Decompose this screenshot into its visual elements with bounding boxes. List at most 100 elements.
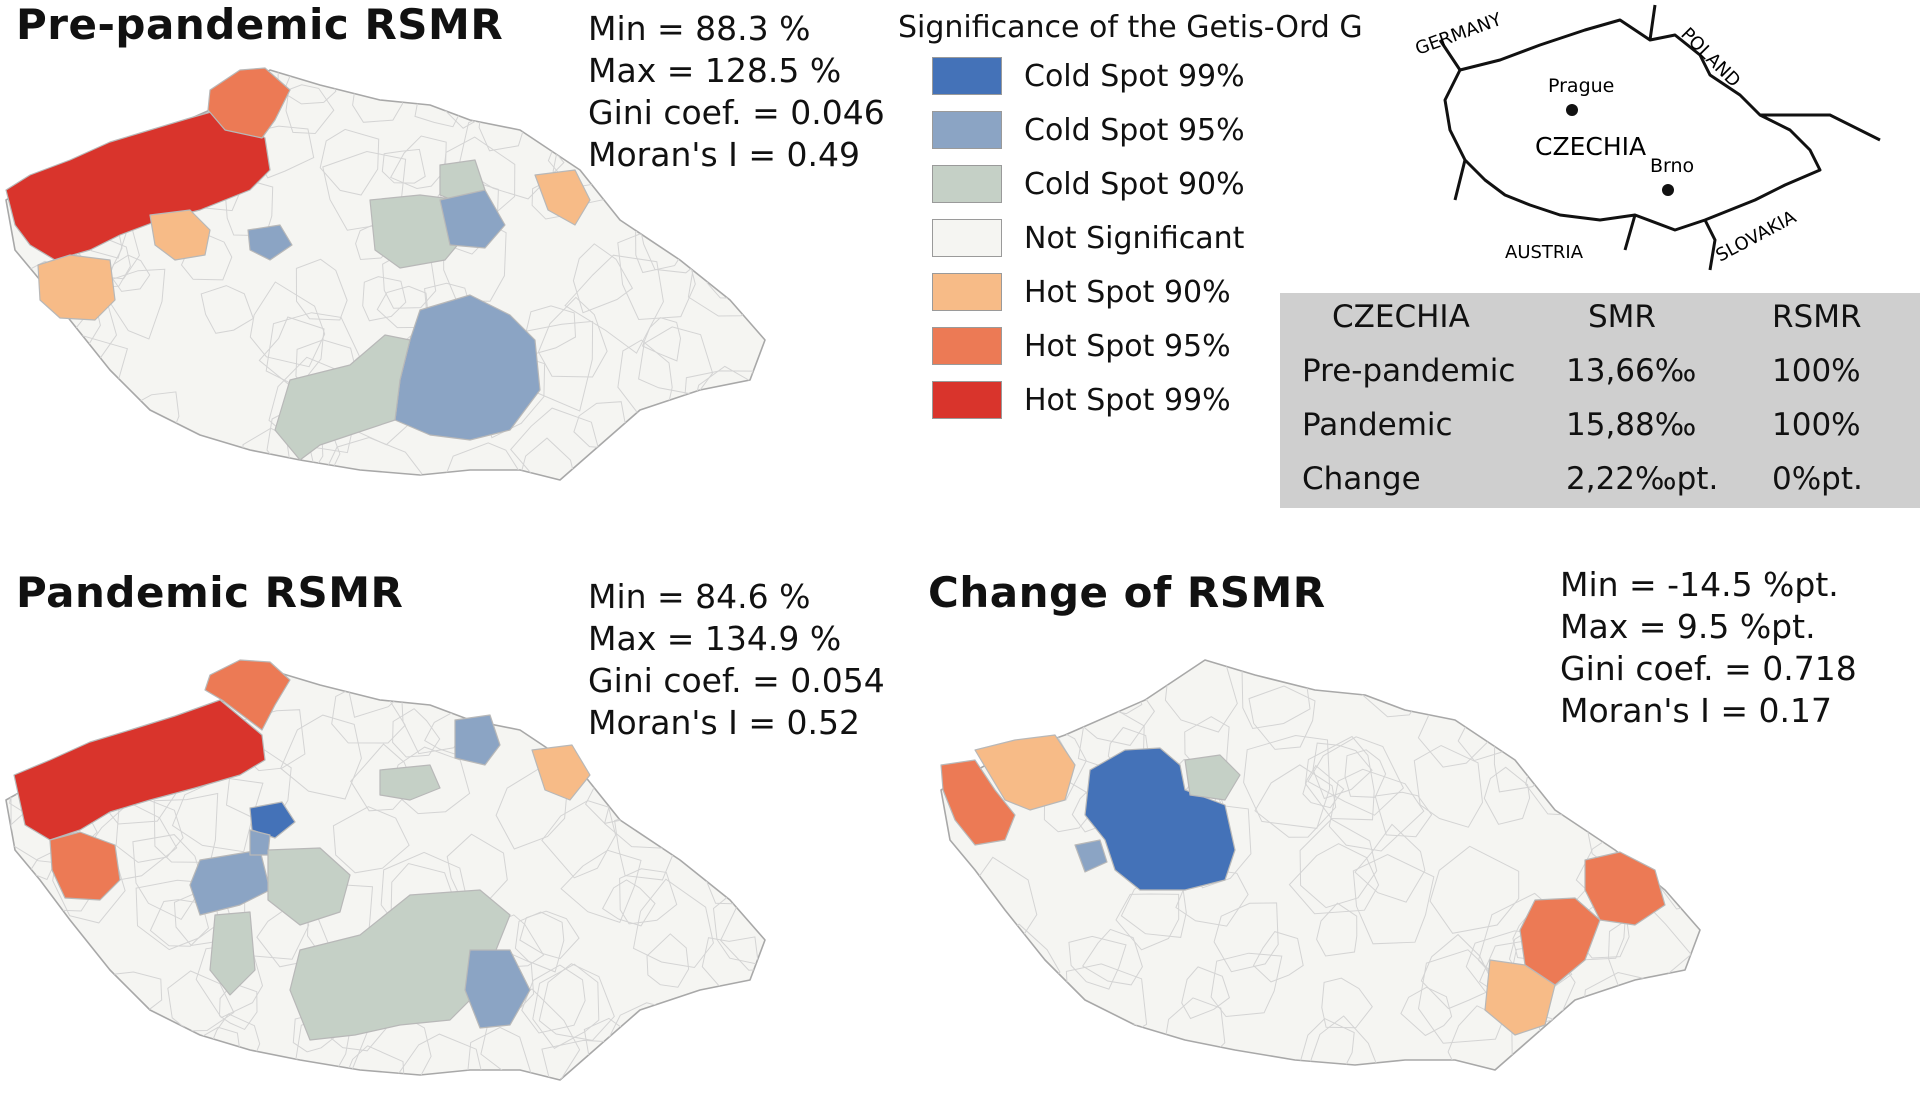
district-border	[1344, 749, 1387, 798]
district-border	[218, 982, 258, 1031]
district-border	[590, 724, 655, 791]
region-cold90-center-ne	[1184, 754, 1241, 801]
district-border	[38, 70, 99, 119]
district-border	[1248, 685, 1316, 750]
district-border	[1254, 764, 1337, 838]
inset-poland-border	[1648, 4, 1881, 142]
inset-map: GERMANY POLAND AUSTRIA SLOVAKIA CZECHIA …	[1413, 4, 1881, 271]
district-border	[601, 879, 656, 927]
district-border	[1538, 1012, 1626, 1070]
city-label-brno: Brno	[1650, 155, 1694, 177]
district-border	[632, 878, 714, 969]
district-border	[1661, 1045, 1700, 1070]
table-cell-smr: 13,66‰	[1566, 353, 1697, 389]
district-border	[1316, 902, 1358, 957]
district-border	[1252, 931, 1304, 983]
region-hot90-west	[974, 734, 1076, 811]
summary-table: CZECHIA SMR RSMR Pre-pandemic 13,66‰ 100…	[1280, 293, 1920, 508]
district-border	[282, 70, 337, 105]
stat-min: Min = 88.3 %	[588, 9, 811, 48]
district-border	[392, 708, 441, 758]
stats-change: Min = -14.5 %pt. Max = 9.5 %pt. Gini coe…	[1560, 564, 1857, 732]
map-pandemic	[5, 659, 766, 1081]
district-border	[85, 672, 139, 726]
district-border	[683, 1029, 757, 1080]
district-border	[646, 933, 690, 988]
district-border	[480, 988, 581, 1080]
region-cold95-ne	[454, 714, 501, 766]
district-border	[1023, 1030, 1073, 1070]
district-border	[295, 258, 348, 321]
district-border	[6, 687, 70, 761]
district-border	[657, 392, 750, 466]
region-hot90-ne	[531, 744, 591, 801]
district-border	[285, 84, 335, 135]
district-border	[1483, 766, 1531, 825]
district-border	[541, 800, 617, 879]
district-border	[1464, 660, 1538, 714]
legend-label: Cold Spot 99%	[1024, 58, 1245, 94]
district-border	[1594, 660, 1641, 706]
district-border	[1507, 660, 1582, 739]
district-border	[1569, 726, 1629, 784]
table-header-smr: SMR	[1588, 299, 1656, 335]
district-border	[389, 135, 447, 190]
table-cell-smr: 15,88‰	[1566, 407, 1697, 443]
district-border	[1417, 949, 1513, 1044]
district-border	[980, 660, 1047, 724]
district-border	[713, 1014, 765, 1080]
district-border	[519, 910, 580, 960]
district-border	[200, 285, 254, 334]
district-border	[1636, 1024, 1698, 1070]
district-border	[646, 670, 744, 725]
district-border	[694, 182, 756, 238]
inset-country-outline	[1443, 18, 1822, 232]
table-cell-rsmr: 100%	[1772, 353, 1861, 389]
district-border	[1068, 935, 1127, 990]
map-prepandemic	[5, 67, 766, 481]
stat-min: Min = 84.6 %	[588, 577, 811, 616]
district-border	[941, 938, 990, 1009]
district-border	[94, 1034, 168, 1080]
legend-label: Not Significant	[1024, 220, 1245, 256]
district-border	[619, 868, 678, 925]
region-cold90-south	[274, 334, 411, 461]
inset-label-slovakia: SLOVAKIA	[1712, 206, 1800, 266]
region-cold90-center	[267, 847, 351, 926]
district-border	[717, 817, 765, 880]
stat-gini: Gini coef. = 0.718	[1560, 649, 1857, 688]
district-border	[560, 849, 642, 924]
district-border	[350, 743, 415, 812]
district-border	[1530, 701, 1601, 779]
region-hot95-west	[940, 759, 1016, 846]
district-border	[1213, 902, 1279, 973]
district-border	[653, 670, 727, 739]
district-border	[1299, 1017, 1355, 1070]
district-border	[249, 281, 326, 368]
district-border	[351, 1006, 432, 1080]
district-border	[666, 730, 728, 820]
legend-item-cold99: Cold Spot 99%	[932, 56, 1245, 96]
swatch-hot90	[932, 273, 1002, 311]
district-border	[1115, 893, 1180, 951]
region-hot90-ne	[534, 169, 591, 226]
region-cold90-north	[379, 764, 441, 801]
district-border	[630, 84, 690, 150]
district-border	[524, 305, 577, 356]
legend-label: Hot Spot 95%	[1024, 328, 1231, 364]
inset-label-austria: AUSTRIA	[1505, 242, 1584, 263]
stat-max: Max = 9.5 %pt.	[1560, 607, 1816, 646]
stat-gini: Gini coef. = 0.054	[588, 661, 885, 700]
district-border	[41, 670, 103, 703]
panel-title-prepandemic: Pre-pandemic RSMR	[16, 0, 504, 49]
stats-pandemic: Min = 84.6 % Max = 134.9 % Gini coef. = …	[588, 576, 885, 744]
table-row-label: Pandemic	[1302, 407, 1453, 443]
stat-moran: Moran's I = 0.49	[588, 135, 860, 174]
district-border	[115, 799, 184, 863]
district-border	[319, 128, 380, 196]
district-border	[1413, 744, 1484, 828]
legend-item-hot99: Hot Spot 99%	[932, 380, 1231, 420]
district-border	[280, 714, 362, 800]
legend-item-hot90: Hot Spot 90%	[932, 272, 1231, 312]
swatch-hot99	[932, 381, 1002, 419]
